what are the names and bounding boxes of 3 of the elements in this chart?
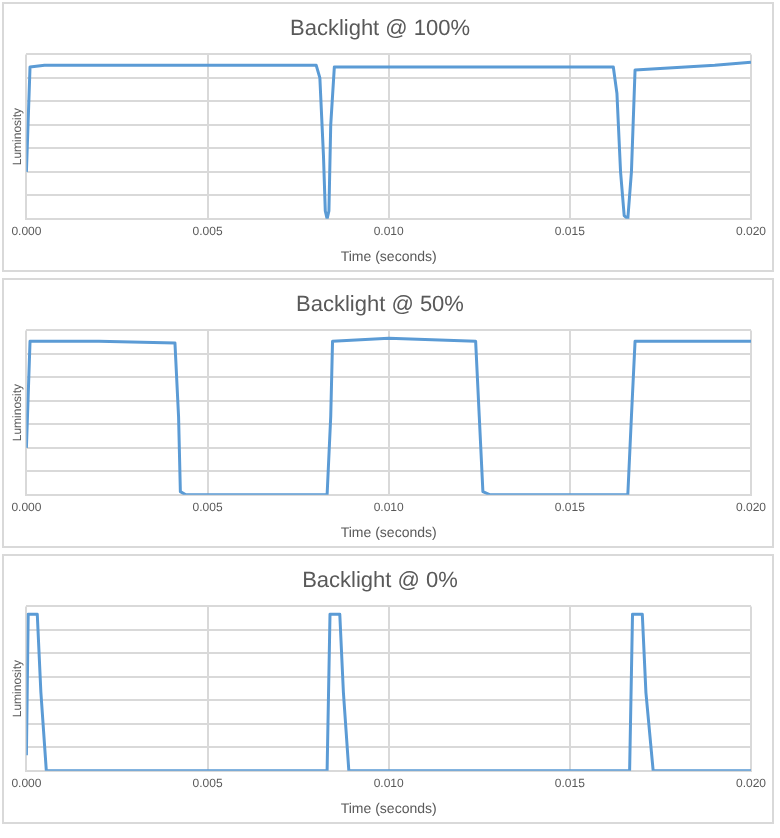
chart-title: Backlight @ 0%: [302, 569, 459, 594]
chart-title: Backlight @ 100%: [289, 17, 471, 42]
chart-title: Backlight @ 50%: [296, 293, 465, 318]
